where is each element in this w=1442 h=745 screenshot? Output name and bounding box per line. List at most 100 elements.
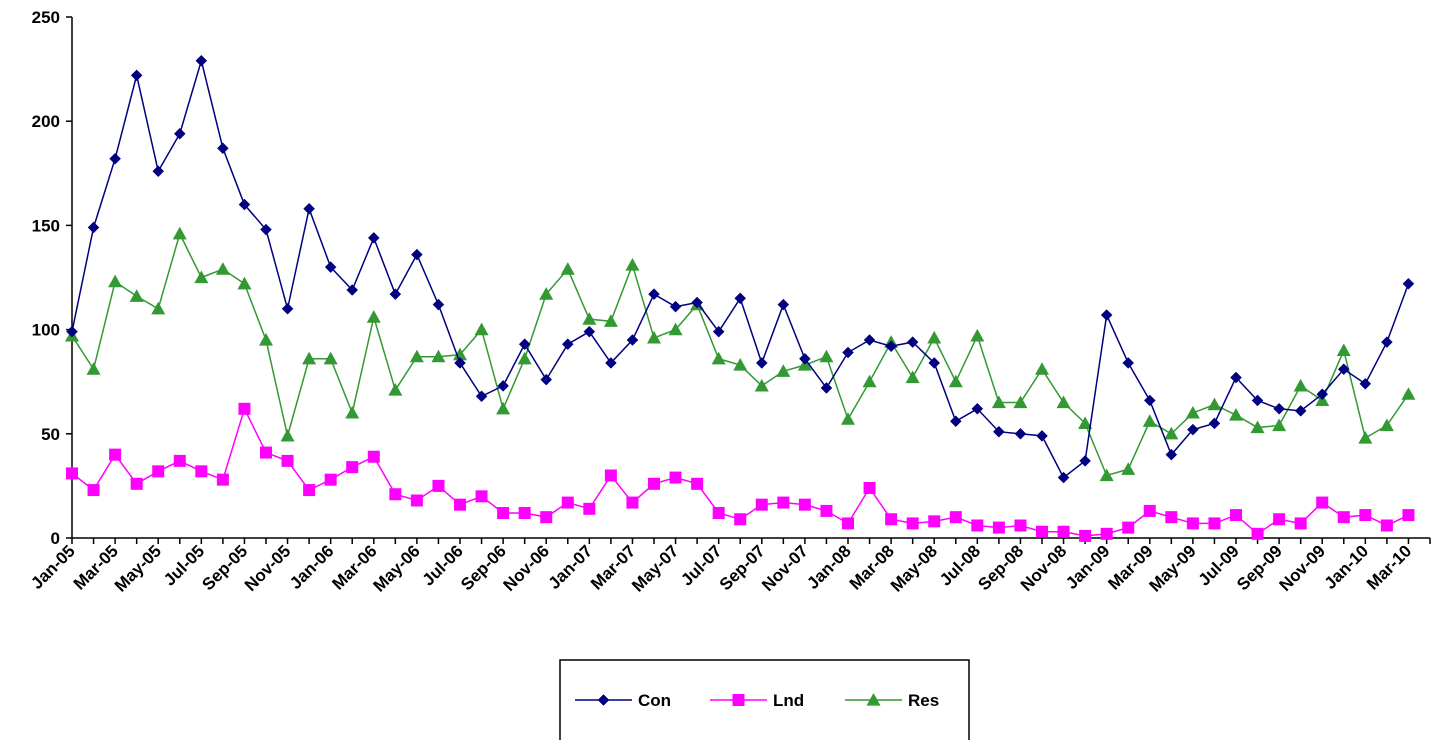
data-point-con [605,357,617,369]
data-point-res [280,428,295,442]
data-point-lnd [1208,517,1221,530]
y-tick-label: 50 [41,425,60,444]
data-point-lnd [1294,517,1307,530]
data-point-con [1187,423,1199,436]
data-point-lnd [66,467,78,480]
x-tick-label: May-09 [1146,541,1200,595]
x-tick-label: Sep-05 [198,541,251,594]
data-point-res [302,351,317,365]
data-point-lnd [732,694,745,706]
data-point-res [409,349,424,363]
data-point-lnd [1359,509,1372,522]
x-tick-label: Jan-09 [1062,541,1114,593]
data-point-res [1272,418,1287,432]
data-point-res [194,270,209,284]
data-point-lnd [1057,525,1070,538]
legend-label: Lnd [773,691,804,710]
series-layer [65,54,1416,542]
data-point-lnd [561,496,574,509]
data-point-con [1294,405,1307,417]
data-point-lnd [583,502,596,515]
data-point-lnd [1079,529,1092,542]
data-point-res [1358,430,1373,444]
x-tick-label: Jan-10 [1321,541,1373,593]
data-point-lnd [949,511,962,524]
data-point-con [260,223,272,236]
data-point-lnd [712,506,725,519]
x-tick-label: Nov-07 [758,541,812,595]
data-point-lnd [303,484,316,497]
data-point-res [733,358,748,371]
x-tick-label: Jan-08 [803,541,855,593]
x-tick-label: Jan-06 [286,541,338,593]
data-point-lnd [1036,525,1048,538]
data-point-con [993,425,1005,438]
data-point-lnd [389,488,402,501]
data-point-con [691,296,703,309]
data-point-con [540,373,553,386]
data-point-con [1337,363,1350,376]
data-point-res [496,401,511,415]
data-point-con [712,325,725,338]
data-point-con [1273,402,1285,415]
data-point-res [1379,418,1394,432]
data-point-res [668,322,683,336]
data-point-res [1142,414,1157,427]
x-tick-label: Nov-08 [1017,541,1071,595]
data-point-res [991,395,1006,409]
data-point-con [152,165,165,178]
data-point-con [217,142,229,155]
x-tick-label: May-07 [628,541,682,595]
data-point-lnd [1100,527,1113,540]
data-point-res [1056,395,1071,409]
data-point-lnd [152,465,165,478]
data-point-con [432,298,445,311]
data-point-con [906,336,919,348]
data-point-lnd [1143,504,1156,517]
data-point-lnd [109,448,122,461]
data-point-con [497,380,509,392]
x-tick-label: Sep-06 [457,541,510,594]
data-point-con [597,694,610,706]
data-point-con [303,202,315,215]
data-point-lnd [971,519,984,532]
data-point-con [109,152,121,165]
data-point-res [1185,405,1200,419]
data-point-res [862,374,877,388]
data-point-res [1164,426,1179,440]
series-line-con [71,57,1410,479]
data-point-con [367,232,380,244]
data-point-lnd [820,504,833,517]
x-tick-label: Jan-05 [27,541,79,593]
data-point-lnd [648,477,660,490]
data-point-lnd [1165,511,1178,524]
data-point-con [87,221,100,234]
x-tick-label: Nov-06 [500,541,554,595]
x-tick-label: Nov-09 [1276,541,1330,595]
x-tick-label: Mar-10 [1363,541,1415,593]
data-point-res [1121,462,1136,475]
axes: 050100150200250Jan-05Mar-05May-05Jul-05S… [27,8,1431,596]
y-tick-label: 200 [32,112,60,131]
data-point-res [866,693,881,706]
data-point-con [863,334,876,346]
data-point-lnd [238,402,251,415]
y-tick-label: 150 [32,216,60,235]
data-point-lnd [906,517,919,530]
x-tick-label: Nov-05 [241,541,295,595]
data-point-lnd [497,506,510,519]
data-point-res [625,257,640,271]
data-point-lnd [1230,509,1242,522]
data-point-con [1359,377,1372,390]
data-point-res [776,364,791,377]
legend: Con Lnd Res [559,659,970,743]
data-point-lnd [1316,496,1329,509]
data-point-con [1381,336,1393,348]
data-point-con [411,248,423,261]
data-point-lnd [863,481,876,494]
y-tick-label: 250 [32,8,60,27]
legend-item-lnd: Lnd [710,691,804,710]
data-point-lnd [216,473,229,486]
data-point-res [948,374,963,388]
series-res [65,226,1416,482]
